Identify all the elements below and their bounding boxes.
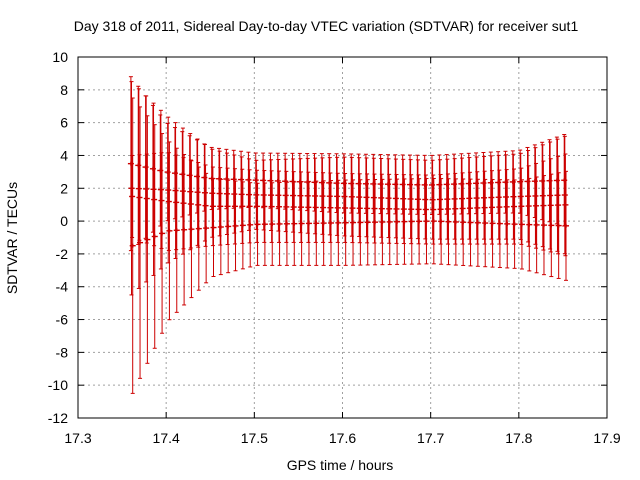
series-4	[129, 97, 570, 394]
series-3	[129, 152, 569, 257]
x-axis-label: GPS time / hours	[287, 457, 394, 473]
y-tick-label: -2	[56, 246, 69, 262]
y-tick-label: 2	[60, 180, 68, 196]
chart-title: Day 318 of 2011, Sidereal Day-to-day VTE…	[74, 18, 579, 34]
data-series	[127, 76, 570, 394]
y-tick-label: -12	[48, 410, 68, 426]
x-tick-label: 17.7	[417, 430, 444, 446]
y-tick-label: 6	[60, 115, 68, 131]
y-tick-label: -8	[56, 344, 69, 360]
y-tick-label: 4	[60, 147, 68, 163]
x-tick-label: 17.6	[329, 430, 356, 446]
x-tick-label: 17.9	[593, 430, 620, 446]
y-tick-label: 0	[60, 213, 68, 229]
y-axis-label: SDTVAR / TECUs	[4, 182, 20, 294]
y-tick-label: -4	[56, 279, 69, 295]
series-1	[127, 76, 568, 252]
x-tick-label: 17.5	[241, 430, 268, 446]
axis-ticks: 17.3 17.4 17.5 17.6 17.7 17.8 17.9 -12 -10 -8 -6 -4…	[48, 49, 621, 446]
x-tick-label: 17.3	[64, 430, 91, 446]
y-tick-label: 10	[52, 49, 68, 65]
y-tick-label: -10	[48, 377, 68, 393]
grid-lines	[78, 57, 607, 418]
y-tick-label: 8	[60, 82, 68, 98]
y-tick-label: -6	[56, 312, 69, 328]
x-tick-label: 17.4	[153, 430, 180, 446]
x-tick-label: 17.8	[505, 430, 532, 446]
